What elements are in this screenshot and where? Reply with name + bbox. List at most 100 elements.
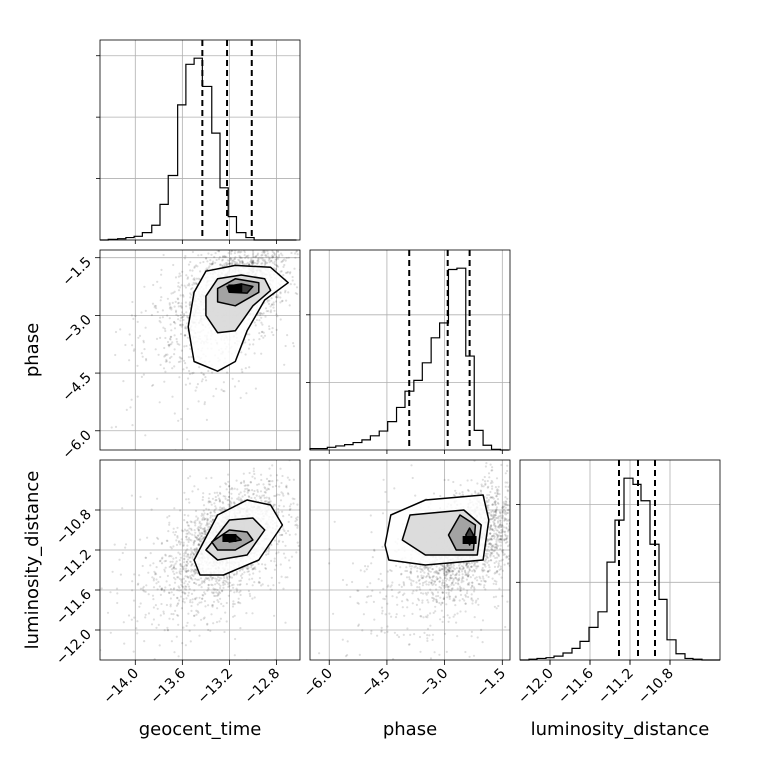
scatter-point [179, 323, 182, 326]
scatter-point [275, 246, 277, 248]
scatter-point [240, 245, 242, 247]
scatter-point [245, 255, 248, 258]
scatter-point [303, 279, 305, 281]
scatter-point [493, 523, 496, 526]
scatter-point [152, 598, 155, 601]
scatter-point [252, 262, 255, 265]
scatter-point [288, 505, 291, 508]
scatter-point [212, 260, 215, 263]
scatter-point [217, 231, 219, 233]
scatter-point [193, 529, 196, 532]
scatter-point [233, 573, 236, 576]
scatter-point [237, 250, 240, 253]
scatter-point [200, 253, 203, 257]
scatter-point [224, 482, 227, 485]
scatter-point [157, 623, 160, 627]
scatter-point [433, 580, 436, 583]
scatter-point [446, 596, 449, 599]
scatter-point [215, 498, 218, 502]
scatter-point [187, 540, 190, 544]
scatter-point [273, 262, 276, 265]
scatter-point [277, 507, 280, 510]
scatter-point [484, 465, 487, 468]
density-peak [222, 534, 237, 542]
scatter-point [153, 306, 156, 309]
scatter-point [254, 387, 257, 390]
scatter-point [522, 513, 524, 515]
scatter-point [182, 567, 185, 570]
scatter-point [188, 303, 191, 306]
scatter-point [227, 480, 230, 483]
scatter-point [152, 383, 155, 387]
scatter-point [181, 270, 184, 273]
scatter-point [197, 529, 200, 532]
scatter-point [296, 516, 299, 519]
scatter-point [180, 349, 183, 352]
scatter-point [197, 254, 200, 257]
scatter-point [201, 597, 204, 600]
scatter-point [274, 258, 277, 261]
scatter-point [222, 581, 225, 584]
scatter-point [183, 554, 186, 557]
scatter-point [268, 498, 271, 501]
scatter-point [434, 570, 437, 573]
scatter-point [221, 259, 224, 262]
scatter-point [183, 519, 186, 522]
scatter-point [266, 261, 269, 264]
scatter-point [259, 490, 263, 493]
scatter-point [185, 597, 188, 600]
scatter-point [160, 587, 163, 590]
scatter-point [173, 290, 176, 293]
scatter-point [177, 302, 180, 305]
scatter-point [448, 570, 451, 573]
scatter-point [218, 579, 221, 582]
scatter-point [217, 579, 220, 582]
scatter-point [455, 621, 458, 624]
scatter-point [256, 483, 259, 486]
scatter-point [496, 516, 499, 519]
scatter-point [173, 651, 176, 654]
scatter-point [217, 594, 220, 597]
scatter-point [266, 300, 269, 303]
scatter-point [249, 481, 253, 484]
scatter-point [251, 245, 253, 247]
scatter-point [270, 576, 273, 579]
scatter-point [194, 519, 197, 522]
scatter-point [188, 560, 192, 563]
scatter-point [198, 538, 201, 541]
scatter-point [442, 615, 445, 619]
scatter-point [386, 625, 389, 628]
scatter-point [245, 244, 247, 246]
scatter-point [243, 484, 246, 487]
scatter-point [179, 324, 182, 327]
scatter-point [283, 263, 286, 267]
scatter-point [228, 505, 231, 508]
scatter-point [284, 344, 287, 348]
scatter-point [260, 478, 263, 482]
scatter-point [254, 568, 257, 571]
scatter-point [201, 593, 204, 597]
scatter-point [196, 610, 199, 613]
scatter-point [181, 600, 185, 603]
scatter-point [272, 236, 274, 238]
scatter-point [263, 264, 266, 267]
scatter-point [495, 495, 498, 498]
scatter-point [194, 524, 197, 527]
scatter-point [265, 489, 268, 492]
scatter-point [246, 233, 248, 235]
scatter-point [172, 566, 176, 569]
scatter-point [275, 244, 277, 246]
scatter-point [389, 585, 392, 588]
scatter-point [193, 485, 196, 488]
scatter-point [247, 589, 250, 593]
scatter-point [212, 592, 215, 595]
scatter-point [467, 574, 470, 578]
scatter-point [225, 263, 228, 266]
scatter-point [179, 556, 182, 559]
scatter-point [287, 529, 290, 533]
scatter-point [499, 535, 502, 538]
scatter-point [207, 247, 209, 249]
scatter-point [253, 581, 256, 584]
scatter-point [170, 564, 173, 567]
scatter-point [182, 530, 185, 533]
